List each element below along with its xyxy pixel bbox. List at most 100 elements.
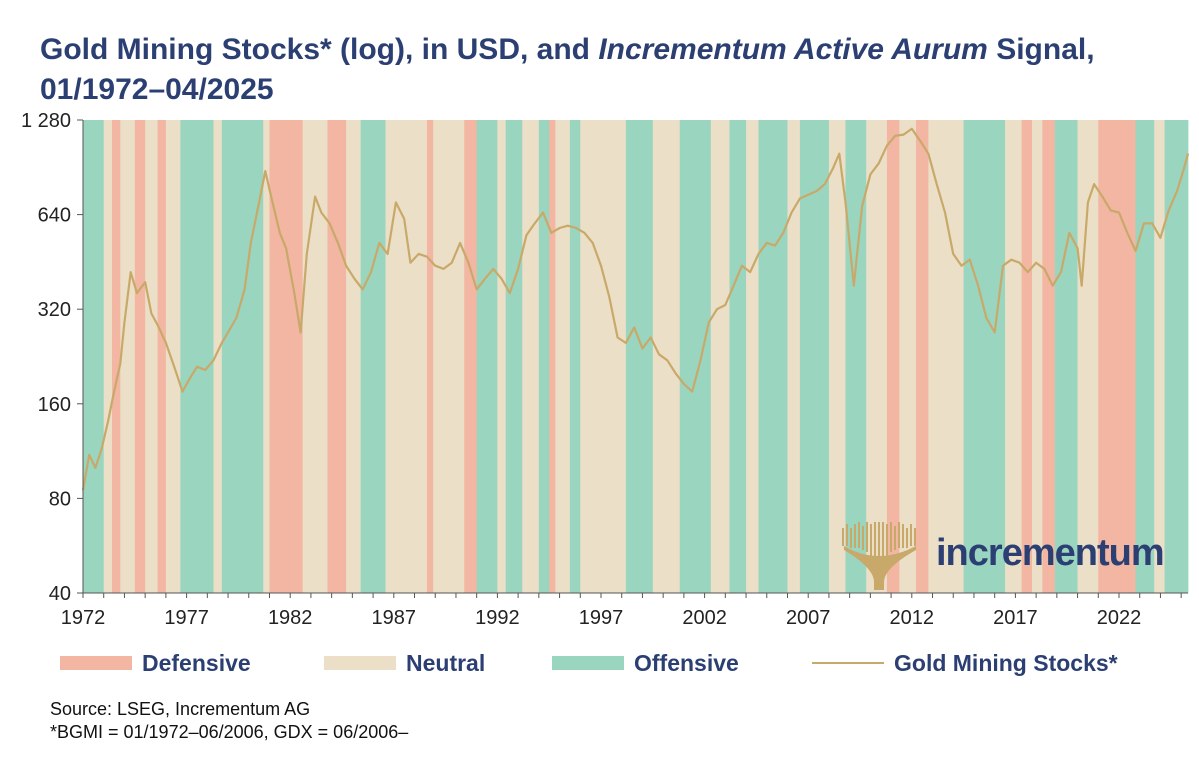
data-point	[1151, 222, 1153, 224]
regime-band-offensive	[221, 120, 264, 593]
data-point	[314, 196, 316, 198]
data-point	[196, 366, 198, 368]
data-point	[1068, 232, 1070, 234]
data-point	[869, 173, 872, 175]
regime-band-neutral	[866, 120, 888, 593]
legend-label-offensive: Offensive	[634, 649, 739, 676]
data-point	[691, 391, 693, 393]
data-point	[1052, 285, 1054, 287]
data-point	[509, 292, 511, 294]
data-point	[484, 278, 486, 280]
regime-band-neutral	[580, 120, 627, 593]
y-tick-label: 40	[49, 583, 71, 605]
x-tick-label: 2012	[890, 607, 935, 629]
regime-band-defensive	[464, 120, 478, 593]
x-tick-label: 2017	[993, 607, 1038, 629]
data-point	[476, 288, 478, 290]
data-point	[886, 145, 888, 147]
regime-band-neutral	[165, 120, 181, 593]
data-point	[1143, 222, 1145, 224]
data-point	[113, 391, 115, 393]
data-point	[88, 454, 90, 456]
data-point	[815, 190, 818, 192]
data-point	[1043, 268, 1045, 270]
legend-label-neutral: Neutral	[406, 649, 486, 676]
data-point	[353, 278, 355, 280]
data-point	[467, 262, 469, 264]
regime-band-neutral	[1005, 120, 1023, 593]
data-point	[633, 326, 635, 328]
regime-band-defensive	[915, 120, 929, 593]
source-note: Source: LSEG, Incrementum AG *BGMI = 01/…	[50, 698, 408, 744]
data-point	[861, 205, 863, 207]
data-point	[1168, 209, 1170, 211]
legend-item-offensive: Offensive	[552, 645, 739, 681]
data-point	[492, 268, 494, 270]
data-point	[853, 285, 855, 287]
data-point	[766, 242, 768, 244]
data-point	[641, 347, 644, 350]
regime-band-offensive	[505, 120, 523, 593]
regime-band-offensive	[569, 120, 581, 593]
data-point	[960, 265, 963, 267]
chart-title: Gold Mining Stocks* (log), in USD, and I…	[40, 30, 1120, 110]
data-point	[716, 308, 718, 310]
data-point	[1010, 259, 1012, 261]
data-point	[658, 353, 660, 355]
data-point	[1077, 247, 1079, 249]
data-point	[977, 285, 979, 287]
data-point	[675, 372, 677, 374]
regime-band-offensive	[679, 120, 712, 593]
data-point	[724, 304, 726, 306]
title-part-2: Incrementum Active Aurum	[598, 33, 988, 66]
x-tick-label: 1972	[61, 607, 106, 629]
data-point	[378, 242, 380, 244]
regime-band-neutral	[746, 120, 759, 593]
regime-band-defensive	[134, 120, 146, 593]
data-point	[434, 265, 436, 267]
data-point	[952, 253, 954, 255]
regime-band-offensive	[1164, 120, 1189, 593]
source-line-1: Source: LSEG, Incrementum AG	[50, 699, 311, 719]
data-point	[799, 197, 801, 200]
offensive-swatch	[552, 656, 624, 670]
data-point	[123, 322, 125, 324]
data-point	[264, 170, 266, 172]
data-point	[600, 265, 602, 267]
data-point	[285, 247, 287, 249]
regime-band-offensive	[83, 120, 105, 593]
series-line-swatch	[812, 662, 884, 664]
data-point	[418, 253, 420, 255]
data-point	[894, 135, 896, 137]
data-point	[1101, 196, 1103, 198]
x-tick-label: 1992	[475, 607, 520, 629]
data-point	[119, 362, 121, 365]
legend-item-series: Gold Mining Stocks*	[812, 645, 1118, 681]
data-point	[500, 278, 503, 280]
y-tick-label: 640	[38, 205, 71, 227]
data-point	[293, 292, 295, 294]
data-point	[204, 369, 206, 371]
data-point	[1081, 285, 1083, 287]
data-point	[279, 232, 281, 234]
data-point	[844, 201, 847, 203]
data-point	[221, 342, 223, 344]
data-point	[403, 218, 405, 220]
x-tick-label: 1987	[372, 607, 417, 629]
legend-label-defensive: Defensive	[142, 649, 251, 676]
data-point	[130, 271, 132, 273]
regime-band-neutral	[103, 120, 113, 593]
regime-band-neutral	[145, 120, 158, 593]
data-point	[683, 383, 685, 385]
regime-band-neutral	[1154, 120, 1165, 593]
y-tick-label: 320	[38, 299, 71, 321]
regime-band-defensive	[1021, 120, 1033, 593]
data-point	[944, 211, 946, 214]
data-point	[699, 359, 702, 361]
data-point	[212, 359, 215, 361]
data-point	[370, 271, 372, 273]
regime-band-neutral	[828, 120, 846, 593]
data-point	[994, 331, 996, 333]
regime-band-neutral	[497, 120, 507, 593]
